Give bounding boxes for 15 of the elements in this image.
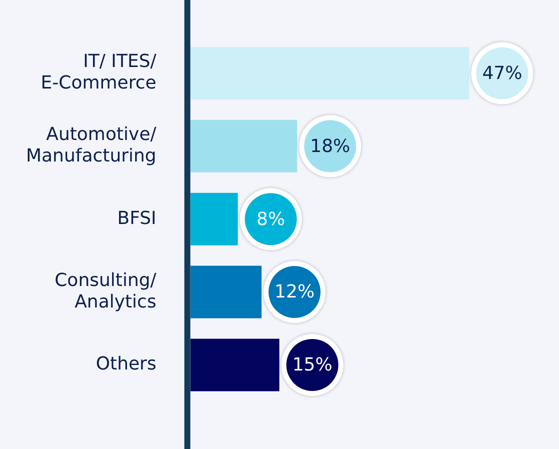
- y-tick-label: Consulting/ Analytics: [54, 270, 158, 312]
- y-tick-label: IT/ ITES/ E-Commerce: [40, 51, 158, 94]
- data-label: 12%: [274, 282, 315, 303]
- data-label: 47%: [482, 62, 522, 84]
- y-tick-label: Automotive/ Manufacturing: [26, 124, 158, 167]
- bar: [190, 47, 470, 100]
- bar: [190, 120, 298, 172]
- data-label: 15%: [292, 354, 332, 376]
- data-label: 18%: [310, 136, 350, 157]
- bar: [190, 192, 238, 246]
- y-tick-label: Others: [96, 354, 156, 375]
- data-label: 8%: [256, 208, 286, 230]
- bar: [190, 338, 280, 392]
- bar: [190, 266, 262, 318]
- y-tick-label: BFSI: [117, 208, 156, 229]
